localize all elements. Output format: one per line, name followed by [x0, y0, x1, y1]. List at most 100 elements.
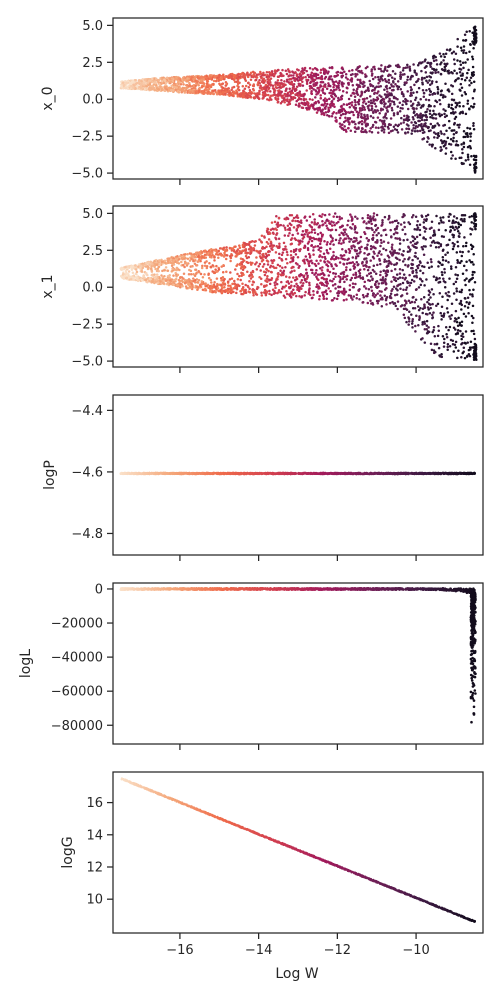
data-point	[361, 301, 364, 304]
data-point	[393, 251, 397, 254]
data-point	[216, 286, 220, 290]
data-point	[472, 89, 476, 93]
data-point	[198, 284, 202, 287]
y-axis-label: x_0	[40, 86, 56, 110]
data-point	[350, 219, 354, 222]
data-point	[313, 228, 316, 232]
data-point	[260, 282, 263, 286]
data-point	[313, 222, 316, 226]
data-point	[384, 113, 387, 117]
data-point	[327, 82, 330, 85]
data-point	[456, 123, 459, 127]
data-point	[420, 298, 423, 301]
data-point	[444, 292, 448, 295]
data-point	[356, 115, 360, 119]
data-point	[297, 91, 300, 95]
data-point	[203, 287, 207, 290]
data-point	[429, 129, 432, 132]
data-point	[412, 91, 415, 94]
data-point	[458, 101, 461, 104]
data-point	[373, 91, 377, 95]
data-point	[370, 289, 374, 292]
data-point	[439, 55, 443, 58]
data-point	[208, 262, 211, 265]
data-point	[247, 86, 251, 89]
data-point	[322, 112, 325, 115]
panels-group: −5.0−2.50.02.55.0x_0−5.0−2.50.02.55.0x_1…	[18, 17, 484, 958]
data-point	[135, 82, 138, 85]
data-point	[387, 81, 391, 84]
data-point	[452, 140, 455, 143]
data-point	[249, 240, 253, 243]
data-point	[352, 264, 355, 268]
data-point	[423, 230, 427, 233]
data-point	[299, 78, 303, 82]
data-point	[374, 241, 377, 244]
data-point	[337, 220, 340, 224]
data-point	[440, 353, 443, 356]
data-point	[318, 294, 321, 298]
data-point	[395, 293, 399, 296]
data-point	[428, 312, 432, 315]
data-point	[346, 235, 350, 238]
data-point	[332, 254, 335, 257]
data-point	[342, 263, 346, 266]
data-point	[316, 244, 320, 248]
data-point	[443, 112, 446, 116]
data-point	[452, 50, 456, 54]
data-point	[339, 105, 343, 108]
data-point	[416, 116, 420, 119]
data-point	[276, 275, 280, 278]
data-point	[415, 72, 418, 75]
data-point	[327, 228, 330, 232]
data-point	[422, 295, 426, 299]
data-point	[355, 110, 359, 113]
data-point	[274, 251, 278, 254]
data-point	[181, 80, 184, 84]
data-point	[282, 248, 286, 251]
data-point	[425, 75, 429, 79]
data-point	[377, 126, 380, 130]
data-point	[290, 270, 294, 273]
data-point	[385, 117, 388, 120]
data-point	[396, 131, 400, 134]
data-point	[295, 73, 299, 76]
data-point	[370, 108, 373, 112]
data-point	[369, 244, 373, 248]
data-point	[334, 287, 337, 290]
data-point	[150, 77, 154, 81]
data-point	[459, 299, 463, 303]
data-point	[466, 155, 470, 159]
data-point	[279, 290, 283, 294]
data-point	[396, 80, 400, 83]
data-point	[419, 278, 423, 281]
data-point	[361, 97, 365, 101]
data-point	[459, 74, 463, 77]
data-point	[191, 84, 194, 88]
data-point	[274, 286, 277, 290]
data-point	[291, 87, 295, 91]
data-point	[433, 136, 436, 139]
data-point	[275, 81, 279, 84]
data-point	[197, 271, 201, 274]
data-point	[274, 83, 277, 86]
data-point	[419, 261, 422, 264]
data-point	[365, 257, 368, 260]
data-point	[462, 130, 466, 133]
data-point	[430, 114, 434, 117]
data-point	[247, 256, 251, 259]
data-point	[434, 278, 438, 282]
data-point	[393, 127, 397, 131]
data-point	[312, 74, 315, 78]
data-point	[421, 61, 424, 64]
data-point	[435, 59, 438, 62]
data-point	[210, 74, 213, 77]
data-point	[413, 228, 416, 231]
data-point	[355, 83, 359, 86]
data-point	[328, 213, 331, 216]
data-point	[470, 155, 473, 158]
data-point	[357, 111, 361, 114]
data-point	[178, 268, 181, 272]
data-point	[160, 80, 164, 83]
data-point	[409, 91, 413, 95]
